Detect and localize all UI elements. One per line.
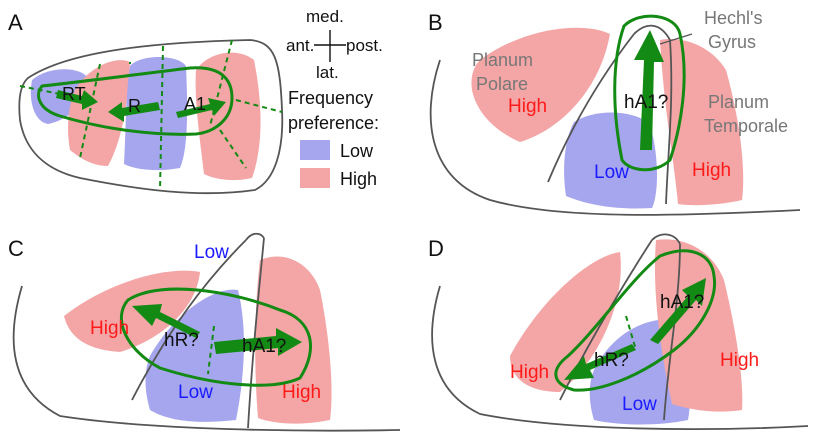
panel-c-hr-label: hR? [164, 330, 199, 351]
panel-a-arrow-r [108, 102, 160, 122]
panel-c-roi-outline [119, 287, 313, 387]
panel-c-brain-outline [12, 285, 401, 432]
panel-d-hr-label: hR? [594, 350, 629, 371]
panel-b-letter: B [428, 10, 443, 35]
panel-c-arrow-ha1 [214, 328, 302, 356]
panel-b-arrow-ha1 [634, 30, 664, 150]
panel-d: D High High Low hR? hA1? [428, 233, 809, 431]
orientation-med-label: med. [306, 7, 344, 26]
panel-b-hechl-pointer [659, 33, 693, 45]
panel-a-outline [18, 39, 284, 195]
orientation-lat-label: lat. [316, 63, 339, 82]
panel-b-low-label: Low [594, 162, 629, 183]
panel-c-boundary [207, 325, 215, 375]
panel-b-low-region [564, 112, 657, 209]
legend-high-swatch [300, 168, 330, 188]
panel-c-high-left-label: High [90, 318, 129, 339]
panel-b-planum-temporale-2: Temporale [704, 116, 788, 136]
panel-a-low-region-2 [124, 57, 188, 171]
orientation-post-label: post. [346, 36, 383, 55]
panel-b-gyrus-top-edge [633, 24, 671, 41]
panel-d-gyrus-right-edge [663, 243, 681, 421]
panel-a-boundary-6 [235, 99, 283, 113]
panel-a-boundary-3 [159, 45, 164, 191]
panel-d-high-left-label: High [510, 362, 549, 383]
panel-c-low-bottom-label: Low [178, 382, 213, 403]
panel-b: B Hechl's Gyrus Planum Polare Planum Tem… [428, 8, 801, 216]
panel-b-high-right-region [660, 39, 744, 206]
panel-a-boundary-5 [219, 129, 247, 169]
panel-d-high-right-label: High [720, 350, 759, 371]
panel-b-brain-outline [429, 59, 801, 216]
panel-b-planum-polare-2: Polare [476, 74, 528, 94]
legend-high-label: High [340, 169, 377, 189]
panel-a-arrow-rt [56, 90, 98, 110]
panel-a-label-rt: RT [62, 84, 86, 104]
panel-b-planum-polare-1: Planum [472, 50, 533, 70]
panel-c-gyrus-left-edge [131, 239, 247, 401]
panel-c: C High High Low Low hR? hA1? [8, 232, 401, 432]
panel-c-letter: C [8, 236, 24, 261]
legend-title-line-2: preference: [288, 113, 379, 133]
panel-b-gyrus-right-edge [665, 39, 673, 205]
panel-a-arrow-a1 [176, 98, 226, 118]
panel-d-gyrus-top-edge [651, 233, 681, 245]
panel-d-letter: D [428, 236, 444, 261]
panel-b-planum-temporale-1: Planum [708, 92, 769, 112]
panel-b-field-label: hA1? [624, 92, 668, 113]
legend-title-line-1: Frequency [288, 88, 373, 108]
panel-d-brain-outline [431, 285, 809, 431]
panel-c-gyrus-right-edge [247, 237, 265, 429]
panel-d-low-label: Low [622, 394, 657, 415]
panel-d-arrow-hr [564, 344, 636, 380]
panel-b-hechl-label-2: Gyrus [708, 32, 756, 52]
panel-c-high-left-region [64, 270, 200, 352]
panel-a-letter: A [8, 10, 23, 35]
panel-b-high-right-label: High [692, 160, 731, 181]
panel-c-high-right-label: High [282, 382, 321, 403]
legend-low-label: Low [340, 141, 374, 161]
panel-b-high-left-region [471, 27, 610, 142]
panel-c-low-top-label: Low [194, 242, 229, 263]
panel-a-high-region-1 [68, 60, 130, 166]
panel-b-roi-outline [613, 14, 686, 172]
panel-d-arrow-ha1 [650, 278, 706, 344]
panel-b-gyrus-left-edge [547, 33, 635, 183]
panel-a-roi-outline [37, 66, 234, 136]
panel-c-ha1-label: hA1? [242, 336, 286, 357]
panel-d-roi-outline [554, 249, 717, 392]
panel-a-boundary-2 [79, 63, 101, 159]
panel-a: A RT R A1 med. ant. post. lat. Frequency… [8, 7, 383, 195]
panel-d-boundary [625, 315, 637, 351]
panel-c-low-region [145, 289, 244, 422]
panel-c-gyrus-top-edge [245, 232, 265, 241]
panel-a-label-r: R [128, 96, 141, 116]
panel-d-ha1-label: hA1? [660, 292, 704, 313]
panel-d-high-left-region [510, 252, 621, 392]
panel-c-arrow-hr [132, 304, 200, 338]
panel-b-high-left-label: High [508, 96, 547, 117]
orientation-ant-label: ant. [286, 36, 314, 55]
panel-b-hechl-label-1: Hechl's [704, 8, 762, 28]
legend-low-swatch [300, 140, 330, 160]
panel-a-label-a1: A1 [184, 94, 206, 114]
